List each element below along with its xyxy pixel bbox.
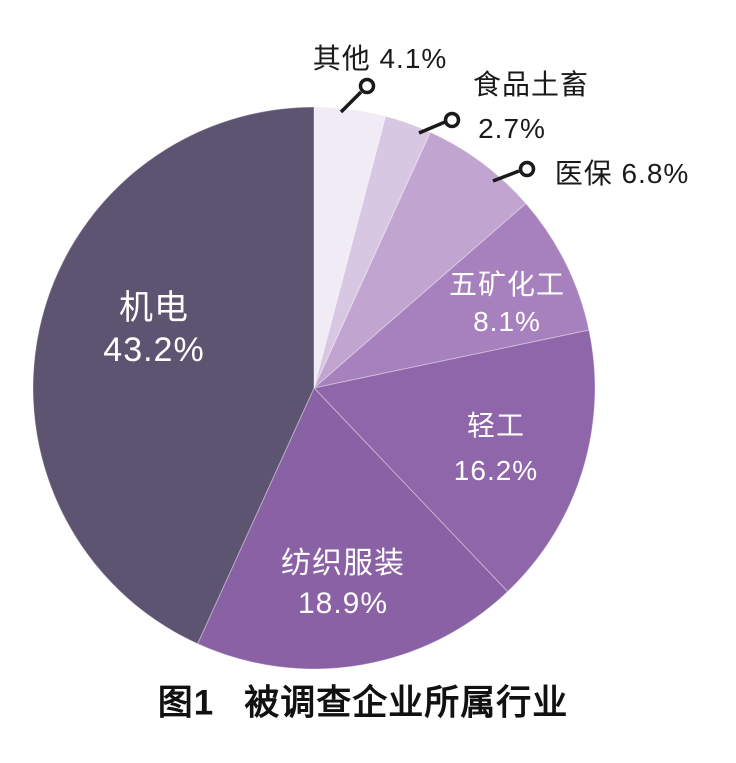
pie-slice-3 [313, 131, 527, 389]
slice-label-food-livestock: 食品土畜 2.7% [473, 63, 589, 145]
slice-label-light-industry: 轻工 16.2% [454, 403, 538, 493]
pie-slice-5 [313, 329, 596, 593]
slice-value: 16.2% [453, 455, 539, 486]
slice-name: 其他 [312, 43, 371, 74]
pie-slice-6 [196, 387, 509, 670]
slice-value: 18.9% [297, 587, 389, 620]
leader-line-other [339, 77, 376, 114]
slice-value: 8.1% [473, 306, 541, 337]
figure-caption: 图1 被调查企业所属行业 [158, 675, 568, 726]
slice-name: 五矿化工 [448, 269, 566, 300]
slice-value: 43.2% [103, 331, 205, 369]
figure-number: 图1 [157, 683, 215, 723]
slice-label-medical: 医保 6.8% [555, 152, 690, 192]
slice-value: 2.7% [478, 113, 546, 144]
slice-label-minerals-chemicals: 五矿化工 8.1% [449, 266, 565, 340]
leader-line-food-livestock [418, 111, 461, 135]
pie-slice-7 [32, 106, 315, 645]
slice-name: 机电 [119, 289, 189, 327]
pie-slice-1 [313, 106, 387, 389]
pie-slice-2 [313, 115, 432, 389]
slice-label-machinery-electronics: 机电 43.2% [103, 287, 204, 371]
pie-slices [32, 106, 596, 670]
leader-line-medical [492, 160, 536, 183]
leader-lines [339, 77, 536, 183]
slice-value: 4.1% [379, 43, 448, 74]
slice-name: 医保 [554, 158, 613, 189]
slice-label-other: 其他 4.1% [313, 37, 448, 77]
figure-title: 被调查企业所属行业 [244, 683, 569, 723]
slice-label-textile-apparel: 纺织服装 18.9% [281, 544, 405, 624]
slice-name: 食品土畜 [472, 69, 590, 100]
slice-value: 6.8% [621, 158, 690, 189]
pie-slice-4 [312, 202, 590, 389]
slice-name: 轻工 [466, 410, 525, 441]
slice-name: 纺织服装 [281, 547, 405, 580]
